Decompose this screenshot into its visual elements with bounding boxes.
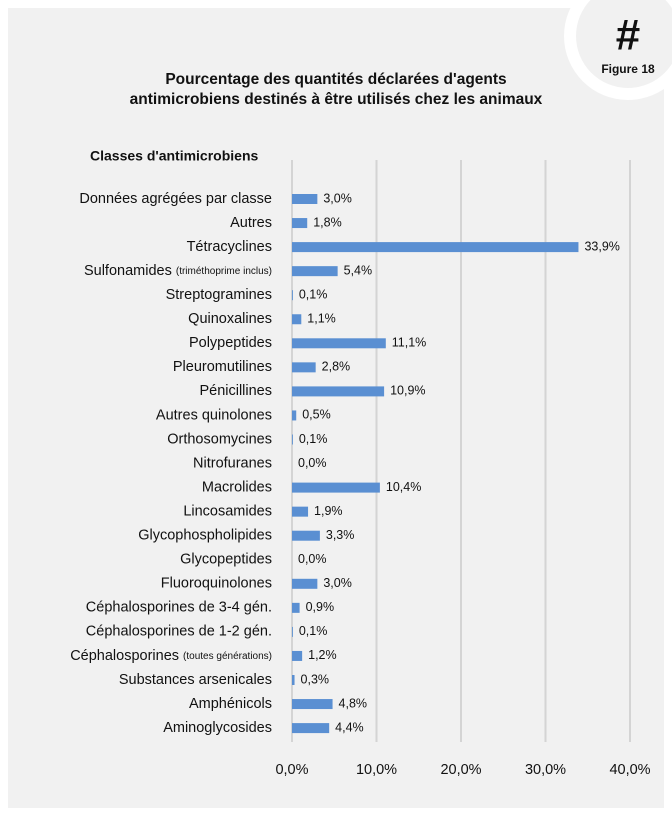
y-tick-label: Céphalosporines de 3-4 gén. [86,600,272,616]
y-tick-label: Polypeptides [189,335,272,351]
bar [292,650,303,661]
value-label: 0,5% [302,408,331,422]
x-tick-label: 10,0% [356,762,397,778]
bar [292,410,297,421]
value-label: 4,8% [339,696,368,710]
value-label: 1,1% [307,312,336,326]
chart-title: antimicrobiens destinés à être utilisés … [130,91,543,108]
y-tick-label: Tétracyclines [187,239,272,255]
y-tick-label: Amphénicols [189,696,272,712]
bar [292,530,320,541]
y-tick-label: Lincosamides [183,503,272,519]
y-tick-label: Données agrégées par classe [79,191,272,207]
bar [292,242,579,253]
y-tick-label: Céphalosporines (toutes générations) [70,648,272,664]
value-label: 10,9% [390,384,425,398]
bar [292,626,293,637]
value-label: 0,3% [301,672,330,686]
value-label: 33,9% [584,239,619,253]
value-label: 3,0% [323,576,352,590]
x-tick-label: 0,0% [275,762,308,778]
bar [292,386,385,397]
value-label: 3,0% [323,191,352,205]
y-tick-label: Orthosomycines [167,431,272,447]
y-tick-label: Pénicillines [199,383,272,399]
panel [8,8,664,808]
value-label: 2,8% [322,360,351,374]
chart-title: Pourcentage des quantités déclarées d'ag… [165,71,506,88]
bar [292,434,293,445]
y-tick-label: Céphalosporines de 1-2 gén. [86,624,272,640]
value-label: 0,9% [306,600,335,614]
bar [292,482,380,493]
bar [292,218,308,229]
bar [292,506,309,517]
y-tick-label: Glycophospholipides [138,528,272,544]
bar [292,362,316,373]
bar [292,578,318,589]
x-tick-label: 20,0% [440,762,481,778]
y-tick-label: Autres [230,215,272,231]
y-tick-label: Pleuromutilines [173,359,272,375]
value-label: 4,4% [335,720,364,734]
value-label: 0,1% [299,624,328,638]
y-tick-label: Streptogramines [166,287,272,303]
value-label: 0,0% [298,552,327,566]
bar [292,338,386,349]
y-tick-label: Macrolides [202,479,272,495]
value-label: 10,4% [386,480,421,494]
bar [292,314,302,325]
badge-symbol: # [616,11,640,60]
value-label: 5,4% [344,263,373,277]
y-tick-label: Nitrofuranes [193,455,272,471]
y-tick-label: Aminoglycosides [163,720,272,736]
value-label: 11,1% [392,336,427,350]
y-tick-label: Glycopeptides [180,552,272,568]
axis-title: Classes d'antimicrobiens [90,148,258,164]
badge-label: Figure 18 [601,62,655,76]
value-label: 0,1% [299,432,328,446]
value-label: 1,9% [314,504,343,518]
bar [292,290,293,301]
x-tick-label: 40,0% [609,762,650,778]
y-tick-label: Substances arsenicales [119,672,272,688]
bar [292,675,295,685]
badge [576,0,672,88]
value-label: 1,2% [308,648,337,662]
y-tick-label: Autres quinolones [156,407,272,423]
bar [292,194,318,204]
value-label: 0,1% [299,287,328,301]
value-label: 0,0% [298,456,327,470]
bar [292,699,333,710]
y-tick-label: Quinoxalines [188,311,272,327]
y-tick-label: Sulfonamides (triméthoprime inclus) [84,263,272,279]
value-label: 1,8% [313,215,342,229]
x-tick-label: 30,0% [525,762,566,778]
y-tick-label: Fluoroquinolones [161,576,272,592]
bar [292,266,338,277]
bar [292,602,300,613]
bar [292,723,330,734]
value-label: 3,3% [326,528,355,542]
